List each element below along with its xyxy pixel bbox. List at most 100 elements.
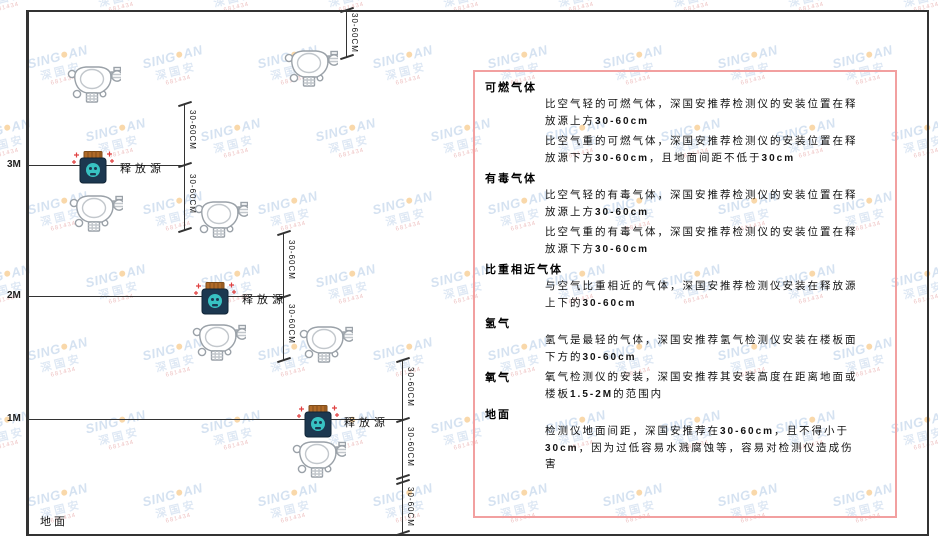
release-source-label: 释放源 <box>344 417 389 429</box>
section-similar-density-gas: 比重相近气体 与空气比重相近的气体，深国安推荐检测仪安装在释放源上下的30-60… <box>485 262 885 312</box>
release-source-icon <box>296 404 340 440</box>
dimension-line-2m <box>277 229 291 364</box>
dimension-label: 30-60CM <box>188 174 197 214</box>
gas-detector-icon <box>67 192 125 234</box>
brand-dot-icon <box>405 197 413 205</box>
ground-label: 地面 <box>40 516 68 528</box>
release-source-label: 释放源 <box>242 294 287 306</box>
height-label-3m: 3M <box>7 159 21 170</box>
section-paragraph: 氢气是最轻的气体，深国安推荐氢气检测仪安装在楼板面下方的30-60cm <box>545 335 858 363</box>
section-paragraph: 氧气检测仪的安装，深国安推荐其安装高度在距离地面或楼板1.5-2M的范围内 <box>545 372 858 400</box>
left-wall-line <box>26 10 29 536</box>
height-line-1m <box>27 419 402 420</box>
brand-dot-icon <box>233 124 241 132</box>
brand-dot-icon <box>3 124 11 132</box>
brand-dot-icon <box>118 270 126 278</box>
height-label-2m: 2M <box>7 290 21 301</box>
info-panel: 可燃气体 比空气轻的可燃气体，深国安推荐检测仪的安装位置在释放源上方30-60c… <box>473 70 897 518</box>
brand-dot-icon <box>175 343 183 351</box>
section-paragraph: 比空气重的可燃气体，深国安推荐检测仪的安装位置在释放源下方30-60cm，且地面… <box>545 136 858 164</box>
release-source-icon <box>193 281 237 317</box>
brand-dot-icon <box>175 489 183 497</box>
brand-dot-icon <box>290 489 298 497</box>
brand-dot-icon <box>348 270 356 278</box>
brand-dot-icon <box>60 343 68 351</box>
dimension-label: 30-60CM <box>406 367 415 407</box>
brand-dot-icon <box>405 343 413 351</box>
ceiling-line <box>27 10 928 12</box>
section-ground: 地面 检测仪地面间距，深国安推荐在30-60cm，且不得小于30cm，因为过低容… <box>485 407 885 474</box>
brand-dot-icon <box>463 124 471 132</box>
release-source-label: 释放源 <box>120 163 165 175</box>
dimension-label: 30-60CM <box>350 13 359 53</box>
dimension-label: 30-60CM <box>287 240 296 280</box>
gas-detector-icon <box>282 47 340 89</box>
brand-dot-icon <box>118 124 126 132</box>
section-heading: 氧气 <box>485 372 511 384</box>
brand-dot-icon <box>60 51 68 59</box>
gas-detector-icon <box>290 438 348 480</box>
section-heading: 比重相近气体 <box>485 264 563 276</box>
brand-dot-icon <box>233 270 241 278</box>
section-oxygen: 氧气 氧气检测仪的安装，深国安推荐其安装高度在距离地面或楼板1.5-2M的范围内 <box>485 370 885 403</box>
height-label-1m: 1M <box>7 413 21 424</box>
release-source-icon <box>71 150 115 186</box>
brand-dot-icon <box>635 51 643 59</box>
ground-line <box>27 534 928 536</box>
brand-dot-icon <box>60 489 68 497</box>
section-paragraph: 比空气轻的可燃气体，深国安推荐检测仪的安装位置在释放源上方30-60cm <box>545 99 858 127</box>
brand-dot-icon <box>175 51 183 59</box>
brand-dot-icon <box>290 197 298 205</box>
dimension-line-1m <box>396 356 410 537</box>
section-hydrogen: 氢气 氢气是最轻的气体，深国安推荐氢气检测仪安装在楼板面下方的30-60cm <box>485 316 885 366</box>
section-heading: 氢气 <box>485 318 511 330</box>
section-heading: 有毒气体 <box>485 173 537 185</box>
dimension-label: 30-60CM <box>406 487 415 527</box>
dimension-label: 30-60CM <box>406 427 415 467</box>
height-line-2m <box>27 296 283 297</box>
brand-dot-icon <box>463 270 471 278</box>
gas-detector-icon <box>297 323 355 365</box>
brand-dot-icon <box>463 416 471 424</box>
gas-detector-icon <box>65 63 123 105</box>
section-heading: 可燃气体 <box>485 82 537 94</box>
section-paragraph: 检测仪地面间距，深国安推荐在30-60cm，且不得小于30cm，因为过低容易水溅… <box>545 426 854 470</box>
gas-detector-icon <box>192 198 250 240</box>
gas-detector-icon <box>190 321 248 363</box>
section-toxic-gas: 有毒气体 比空气轻的有毒气体，深国安推荐检测仪的安装位置在释放源上方30-60c… <box>485 171 885 258</box>
section-paragraph: 比空气轻的有毒气体，深国安推荐检测仪的安装位置在释放源上方30-60cm <box>545 190 858 218</box>
brand-dot-icon <box>865 51 873 59</box>
dimension-line-ceiling <box>340 6 354 61</box>
right-wall-line <box>927 10 929 536</box>
brand-dot-icon <box>3 270 11 278</box>
brand-dot-icon <box>750 51 758 59</box>
brand-dot-icon <box>405 51 413 59</box>
dimension-label: 30-60CM <box>188 110 197 150</box>
section-heading: 地面 <box>485 409 511 421</box>
brand-dot-icon <box>348 124 356 132</box>
dimension-line-3m <box>178 100 192 234</box>
brand-dot-icon <box>520 51 528 59</box>
section-paragraph: 与空气比重相近的气体，深国安推荐检测仪安装在释放源上下的30-60cm <box>545 281 858 309</box>
brand-dot-icon <box>175 197 183 205</box>
section-combustible-gas: 可燃气体 比空气轻的可燃气体，深国安推荐检测仪的安装位置在释放源上方30-60c… <box>485 80 885 167</box>
section-paragraph: 比空气重的有毒气体，深国安推荐检测仪的安装位置在释放源下方30-60cm <box>545 227 858 255</box>
